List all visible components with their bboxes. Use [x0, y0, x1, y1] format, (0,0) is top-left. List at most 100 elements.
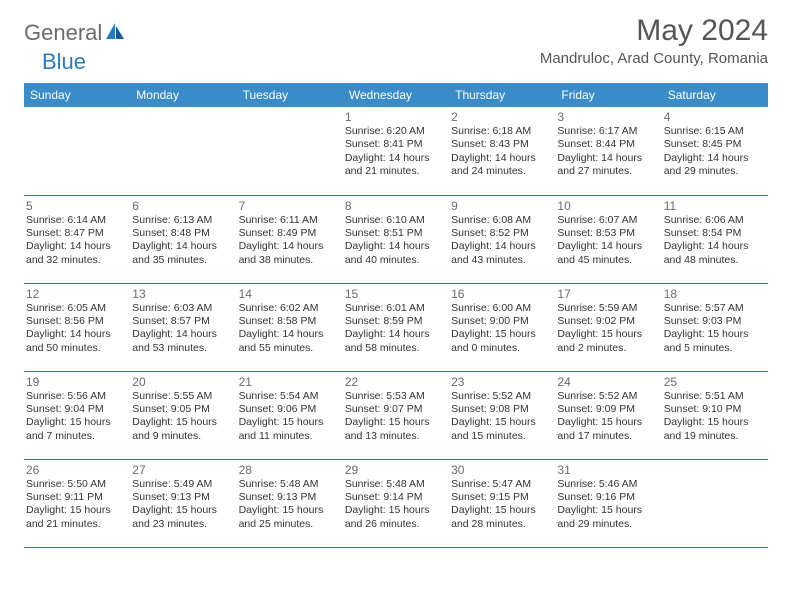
calendar-table: SundayMondayTuesdayWednesdayThursdayFrid…: [24, 83, 768, 548]
calendar-day-cell: 3Sunrise: 6:17 AMSunset: 8:44 PMDaylight…: [555, 107, 661, 195]
day-details: Sunrise: 6:10 AMSunset: 8:51 PMDaylight:…: [345, 214, 445, 268]
day-details: Sunrise: 5:52 AMSunset: 9:09 PMDaylight:…: [557, 390, 657, 444]
day-number: 19: [26, 375, 126, 389]
day-header: Monday: [130, 83, 236, 107]
day-number: 13: [132, 287, 232, 301]
calendar-day-cell: 29Sunrise: 5:48 AMSunset: 9:14 PMDayligh…: [343, 459, 449, 547]
calendar-empty-cell: [130, 107, 236, 195]
day-details: Sunrise: 6:15 AMSunset: 8:45 PMDaylight:…: [664, 125, 764, 179]
calendar-day-cell: 20Sunrise: 5:55 AMSunset: 9:05 PMDayligh…: [130, 371, 236, 459]
calendar-day-cell: 11Sunrise: 6:06 AMSunset: 8:54 PMDayligh…: [662, 195, 768, 283]
sail-icon: [104, 21, 126, 46]
day-number: 1: [345, 110, 445, 124]
day-header-row: SundayMondayTuesdayWednesdayThursdayFrid…: [24, 83, 768, 107]
day-number: 29: [345, 463, 445, 477]
calendar-day-cell: 19Sunrise: 5:56 AMSunset: 9:04 PMDayligh…: [24, 371, 130, 459]
day-number: 24: [557, 375, 657, 389]
day-number: 5: [26, 199, 126, 213]
day-details: Sunrise: 6:20 AMSunset: 8:41 PMDaylight:…: [345, 125, 445, 179]
day-number: 26: [26, 463, 126, 477]
day-details: Sunrise: 5:56 AMSunset: 9:04 PMDaylight:…: [26, 390, 126, 444]
calendar-empty-cell: [237, 107, 343, 195]
day-details: Sunrise: 6:13 AMSunset: 8:48 PMDaylight:…: [132, 214, 232, 268]
day-number: 16: [451, 287, 551, 301]
calendar-day-cell: 14Sunrise: 6:02 AMSunset: 8:58 PMDayligh…: [237, 283, 343, 371]
calendar-day-cell: 17Sunrise: 5:59 AMSunset: 9:02 PMDayligh…: [555, 283, 661, 371]
day-number: 7: [239, 199, 339, 213]
day-number: 23: [451, 375, 551, 389]
calendar-day-cell: 27Sunrise: 5:49 AMSunset: 9:13 PMDayligh…: [130, 459, 236, 547]
calendar-day-cell: 8Sunrise: 6:10 AMSunset: 8:51 PMDaylight…: [343, 195, 449, 283]
day-details: Sunrise: 6:02 AMSunset: 8:58 PMDaylight:…: [239, 302, 339, 356]
day-number: 20: [132, 375, 232, 389]
day-number: 18: [664, 287, 764, 301]
calendar-day-cell: 13Sunrise: 6:03 AMSunset: 8:57 PMDayligh…: [130, 283, 236, 371]
calendar-week-row: 12Sunrise: 6:05 AMSunset: 8:56 PMDayligh…: [24, 283, 768, 371]
month-title: May 2024: [540, 14, 768, 48]
day-details: Sunrise: 5:55 AMSunset: 9:05 PMDaylight:…: [132, 390, 232, 444]
logo-text-general: General: [24, 20, 102, 46]
calendar-day-cell: 24Sunrise: 5:52 AMSunset: 9:09 PMDayligh…: [555, 371, 661, 459]
calendar-day-cell: 25Sunrise: 5:51 AMSunset: 9:10 PMDayligh…: [662, 371, 768, 459]
calendar-week-row: 1Sunrise: 6:20 AMSunset: 8:41 PMDaylight…: [24, 107, 768, 195]
day-details: Sunrise: 6:08 AMSunset: 8:52 PMDaylight:…: [451, 214, 551, 268]
calendar-day-cell: 12Sunrise: 6:05 AMSunset: 8:56 PMDayligh…: [24, 283, 130, 371]
calendar-day-cell: 22Sunrise: 5:53 AMSunset: 9:07 PMDayligh…: [343, 371, 449, 459]
day-details: Sunrise: 6:07 AMSunset: 8:53 PMDaylight:…: [557, 214, 657, 268]
day-details: Sunrise: 5:48 AMSunset: 9:13 PMDaylight:…: [239, 478, 339, 532]
day-details: Sunrise: 5:48 AMSunset: 9:14 PMDaylight:…: [345, 478, 445, 532]
day-details: Sunrise: 5:54 AMSunset: 9:06 PMDaylight:…: [239, 390, 339, 444]
calendar-week-row: 19Sunrise: 5:56 AMSunset: 9:04 PMDayligh…: [24, 371, 768, 459]
calendar-day-cell: 26Sunrise: 5:50 AMSunset: 9:11 PMDayligh…: [24, 459, 130, 547]
calendar-empty-cell: [662, 459, 768, 547]
day-details: Sunrise: 5:47 AMSunset: 9:15 PMDaylight:…: [451, 478, 551, 532]
day-details: Sunrise: 6:06 AMSunset: 8:54 PMDaylight:…: [664, 214, 764, 268]
day-header: Tuesday: [237, 83, 343, 107]
day-header: Wednesday: [343, 83, 449, 107]
calendar-day-cell: 6Sunrise: 6:13 AMSunset: 8:48 PMDaylight…: [130, 195, 236, 283]
calendar-day-cell: 15Sunrise: 6:01 AMSunset: 8:59 PMDayligh…: [343, 283, 449, 371]
day-details: Sunrise: 5:50 AMSunset: 9:11 PMDaylight:…: [26, 478, 126, 532]
day-number: 28: [239, 463, 339, 477]
day-details: Sunrise: 5:46 AMSunset: 9:16 PMDaylight:…: [557, 478, 657, 532]
calendar-day-cell: 1Sunrise: 6:20 AMSunset: 8:41 PMDaylight…: [343, 107, 449, 195]
day-header: Saturday: [662, 83, 768, 107]
day-number: 12: [26, 287, 126, 301]
day-number: 31: [557, 463, 657, 477]
day-details: Sunrise: 5:51 AMSunset: 9:10 PMDaylight:…: [664, 390, 764, 444]
day-details: Sunrise: 5:52 AMSunset: 9:08 PMDaylight:…: [451, 390, 551, 444]
day-details: Sunrise: 6:11 AMSunset: 8:49 PMDaylight:…: [239, 214, 339, 268]
day-number: 9: [451, 199, 551, 213]
day-number: 30: [451, 463, 551, 477]
calendar-day-cell: 28Sunrise: 5:48 AMSunset: 9:13 PMDayligh…: [237, 459, 343, 547]
logo-text-blue: Blue: [42, 49, 86, 75]
day-header: Sunday: [24, 83, 130, 107]
calendar-day-cell: 10Sunrise: 6:07 AMSunset: 8:53 PMDayligh…: [555, 195, 661, 283]
day-number: 6: [132, 199, 232, 213]
day-details: Sunrise: 6:17 AMSunset: 8:44 PMDaylight:…: [557, 125, 657, 179]
day-details: Sunrise: 5:59 AMSunset: 9:02 PMDaylight:…: [557, 302, 657, 356]
day-number: 4: [664, 110, 764, 124]
day-details: Sunrise: 6:00 AMSunset: 9:00 PMDaylight:…: [451, 302, 551, 356]
logo: General: [24, 20, 128, 46]
day-number: 27: [132, 463, 232, 477]
calendar-head: SundayMondayTuesdayWednesdayThursdayFrid…: [24, 83, 768, 107]
calendar-day-cell: 7Sunrise: 6:11 AMSunset: 8:49 PMDaylight…: [237, 195, 343, 283]
location: Mandruloc, Arad County, Romania: [540, 50, 768, 67]
calendar-week-row: 5Sunrise: 6:14 AMSunset: 8:47 PMDaylight…: [24, 195, 768, 283]
calendar-day-cell: 4Sunrise: 6:15 AMSunset: 8:45 PMDaylight…: [662, 107, 768, 195]
day-details: Sunrise: 6:18 AMSunset: 8:43 PMDaylight:…: [451, 125, 551, 179]
day-number: 25: [664, 375, 764, 389]
day-number: 14: [239, 287, 339, 301]
title-block: May 2024 Mandruloc, Arad County, Romania: [540, 14, 768, 67]
calendar-day-cell: 30Sunrise: 5:47 AMSunset: 9:15 PMDayligh…: [449, 459, 555, 547]
calendar-day-cell: 23Sunrise: 5:52 AMSunset: 9:08 PMDayligh…: [449, 371, 555, 459]
day-details: Sunrise: 6:14 AMSunset: 8:47 PMDaylight:…: [26, 214, 126, 268]
calendar-day-cell: 21Sunrise: 5:54 AMSunset: 9:06 PMDayligh…: [237, 371, 343, 459]
day-number: 11: [664, 199, 764, 213]
day-number: 8: [345, 199, 445, 213]
day-number: 21: [239, 375, 339, 389]
calendar-day-cell: 31Sunrise: 5:46 AMSunset: 9:16 PMDayligh…: [555, 459, 661, 547]
day-number: 17: [557, 287, 657, 301]
day-details: Sunrise: 5:49 AMSunset: 9:13 PMDaylight:…: [132, 478, 232, 532]
